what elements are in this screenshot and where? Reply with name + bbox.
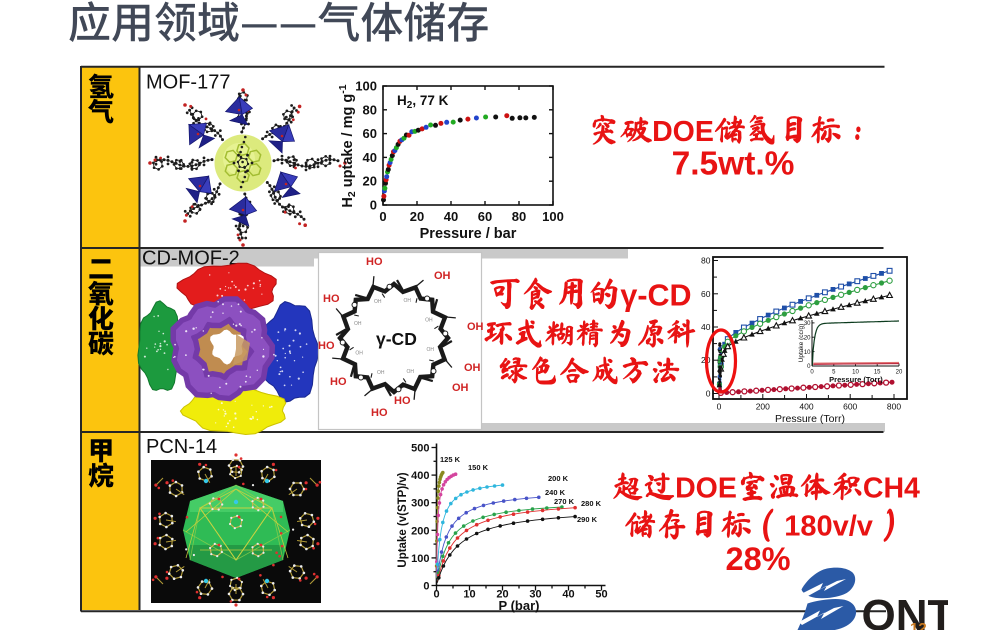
- svg-text:300: 300: [411, 498, 429, 510]
- svg-text:0: 0: [706, 389, 711, 399]
- svg-text:ONT: ONT: [862, 591, 955, 630]
- svg-text:OH: OH: [426, 347, 434, 353]
- svg-text:400: 400: [411, 470, 429, 482]
- svg-text:100: 100: [542, 209, 564, 224]
- svg-text:OH: OH: [355, 350, 363, 356]
- svg-text:0: 0: [423, 581, 429, 593]
- svg-text:OH: OH: [452, 382, 469, 394]
- svg-text:200: 200: [411, 525, 429, 537]
- svg-text:HO: HO: [366, 256, 383, 268]
- svg-text:Uptake (v(STP)/v): Uptake (v(STP)/v): [397, 472, 409, 567]
- svg-text:290 K: 290 K: [577, 515, 598, 524]
- svg-text:γ-CD: γ-CD: [620, 279, 691, 313]
- svg-text:80: 80: [701, 256, 711, 266]
- svg-text:60: 60: [363, 126, 377, 141]
- svg-text:CH4: CH4: [863, 473, 920, 505]
- svg-text:240 K: 240 K: [545, 488, 566, 497]
- svg-text:PCN-14: PCN-14: [146, 436, 217, 458]
- svg-text:DOE: DOE: [652, 116, 714, 148]
- svg-text:OH: OH: [464, 362, 481, 374]
- svg-text:0: 0: [433, 589, 439, 601]
- svg-text:28%: 28%: [726, 541, 791, 577]
- svg-text:OH: OH: [434, 270, 451, 282]
- svg-text:CD-MOF-2: CD-MOF-2: [142, 248, 240, 270]
- svg-text:125 K: 125 K: [440, 455, 461, 464]
- svg-text:0: 0: [370, 198, 377, 213]
- svg-text:40: 40: [363, 150, 377, 165]
- svg-text:40: 40: [701, 322, 711, 332]
- svg-text:400: 400: [799, 402, 813, 412]
- svg-text:HO: HO: [371, 407, 388, 419]
- svg-text:40: 40: [444, 209, 458, 224]
- svg-text:280 K: 280 K: [581, 499, 602, 508]
- svg-text:80: 80: [512, 209, 526, 224]
- svg-text:40: 40: [562, 589, 574, 601]
- svg-text:15: 15: [874, 370, 881, 376]
- svg-text:60: 60: [701, 289, 711, 299]
- svg-text:H2 uptake / mg g-1: H2 uptake / mg g-1: [337, 84, 358, 207]
- svg-text:HO: HO: [330, 376, 347, 388]
- svg-text:OH: OH: [425, 318, 433, 324]
- svg-text:30: 30: [804, 321, 811, 327]
- svg-text:20: 20: [363, 174, 377, 189]
- svg-text:MOF-177: MOF-177: [146, 72, 230, 94]
- svg-text:OH: OH: [403, 298, 411, 304]
- svg-text:OH: OH: [354, 321, 362, 327]
- svg-text:12: 12: [910, 620, 927, 630]
- svg-text:20: 20: [410, 209, 424, 224]
- svg-text:OH: OH: [467, 321, 484, 333]
- svg-text:150 K: 150 K: [468, 463, 489, 472]
- svg-text:Uptake (cc/g): Uptake (cc/g): [798, 324, 805, 363]
- svg-text:10: 10: [804, 350, 811, 356]
- svg-text:20: 20: [496, 589, 508, 601]
- svg-text:30: 30: [529, 589, 541, 601]
- svg-text:80: 80: [363, 102, 377, 117]
- svg-text:600: 600: [843, 402, 857, 412]
- svg-text:HO: HO: [394, 395, 411, 407]
- svg-text:OH: OH: [377, 370, 385, 376]
- svg-text:200 K: 200 K: [548, 474, 569, 483]
- svg-text:10: 10: [852, 370, 859, 376]
- svg-text:HO: HO: [318, 340, 335, 352]
- svg-text:10: 10: [463, 589, 475, 601]
- svg-text:0: 0: [717, 402, 722, 412]
- svg-text:Pressure (Torr): Pressure (Torr): [829, 375, 883, 384]
- svg-text:20: 20: [804, 335, 811, 341]
- svg-text:Pressure / bar: Pressure / bar: [420, 226, 517, 242]
- svg-text:OH: OH: [374, 299, 382, 305]
- svg-text:Pressure (Torr): Pressure (Torr): [775, 413, 845, 425]
- svg-text:60: 60: [478, 209, 492, 224]
- svg-text:270 K: 270 K: [554, 497, 575, 506]
- svg-text:500: 500: [411, 443, 429, 455]
- svg-text:50: 50: [595, 589, 607, 601]
- svg-text:7.5wt.%: 7.5wt.%: [672, 146, 795, 183]
- svg-text:180v/v: 180v/v: [784, 511, 873, 543]
- svg-text:20: 20: [896, 370, 903, 376]
- svg-text:0: 0: [807, 364, 811, 370]
- svg-text:γ-CD: γ-CD: [376, 329, 417, 349]
- svg-text:OH: OH: [407, 369, 415, 375]
- svg-text:100: 100: [355, 79, 377, 94]
- svg-text:HO: HO: [323, 293, 340, 305]
- svg-text:0: 0: [810, 370, 814, 376]
- svg-text:DOE: DOE: [675, 473, 737, 505]
- svg-text:800: 800: [887, 402, 901, 412]
- svg-text:100: 100: [411, 553, 429, 565]
- svg-text:5: 5: [832, 370, 836, 376]
- svg-text:0: 0: [379, 209, 386, 224]
- svg-text:200: 200: [756, 402, 770, 412]
- svg-text:P (bar): P (bar): [499, 598, 540, 613]
